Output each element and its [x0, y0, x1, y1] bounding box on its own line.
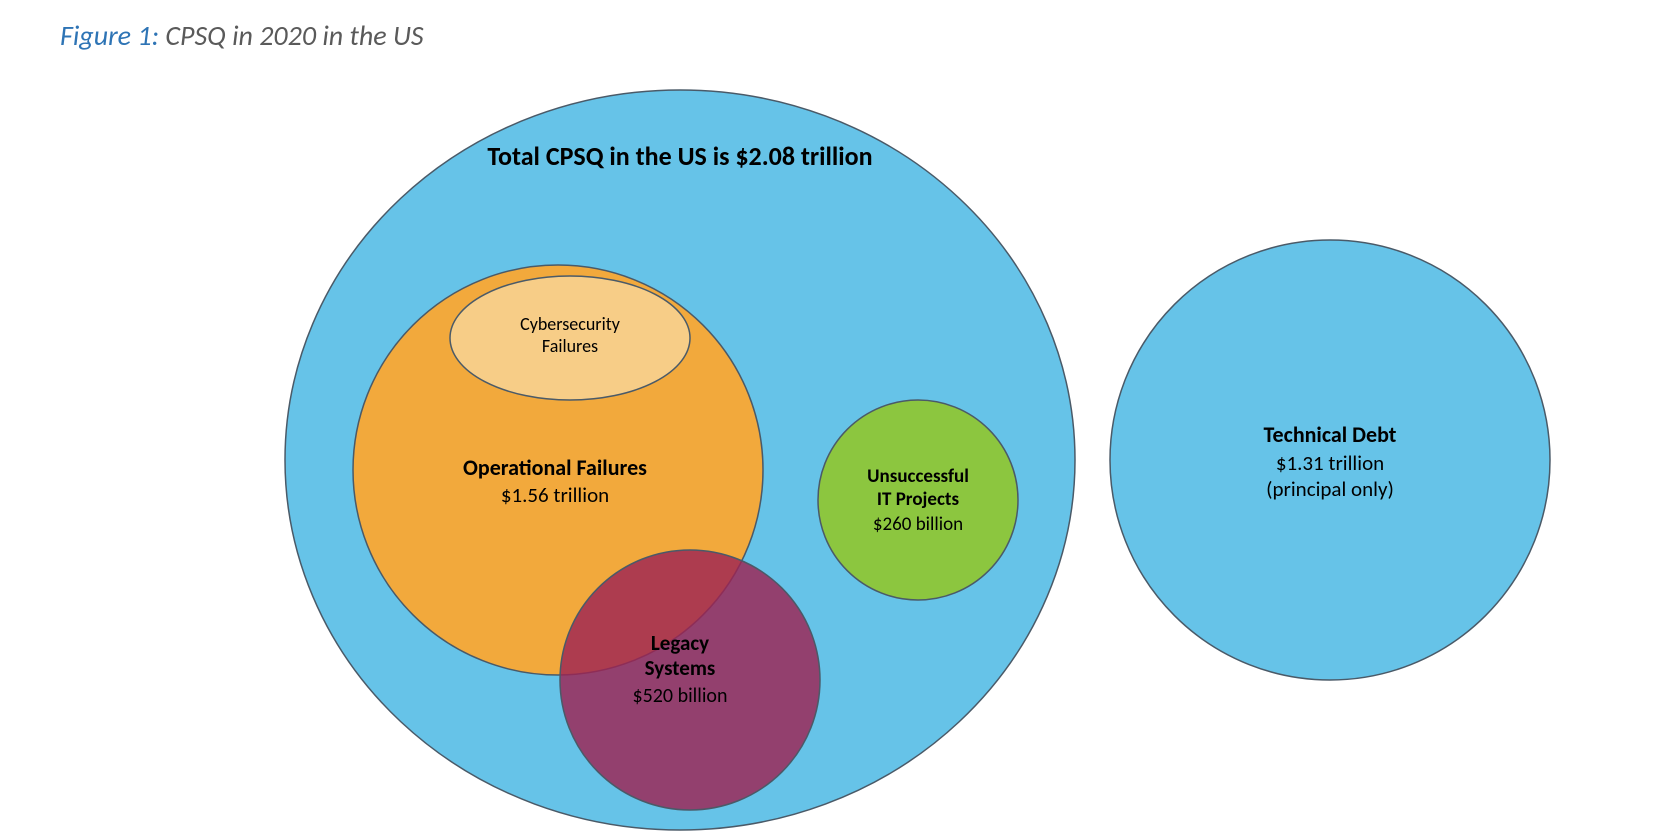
- label-techdebt-sub1: $1.31 trillion: [1276, 450, 1384, 476]
- label-opfail-title: Operational Failures: [463, 454, 647, 481]
- label-unsuccessful-line1: Unsuccessful: [867, 465, 969, 488]
- label-techdebt-title: Technical Debt: [1264, 421, 1397, 448]
- label-opfail-sub: $1.56 trillion: [501, 482, 609, 508]
- label-total-title: Total CPSQ in the US is $2.08 trillion: [487, 140, 872, 172]
- label-cyber-line1: Cybersecurity: [520, 313, 621, 335]
- label-legacy-sub: $520 billion: [633, 684, 728, 708]
- label-legacy-line2: Systems: [645, 655, 716, 681]
- label-techdebt-sub2: (principal only): [1266, 476, 1394, 502]
- label-unsuccessful-sub: $260 billion: [873, 513, 963, 536]
- label-legacy-line1: Legacy: [651, 630, 709, 656]
- label-unsuccessful-line2: IT Projects: [877, 488, 960, 511]
- cpsq-diagram: Total CPSQ in the US is $2.08 trillion C…: [0, 0, 1660, 832]
- label-cyber-line2: Failures: [542, 335, 598, 357]
- figure-page: Figure 1: CPSQ in 2020 in the US Total C…: [0, 0, 1660, 832]
